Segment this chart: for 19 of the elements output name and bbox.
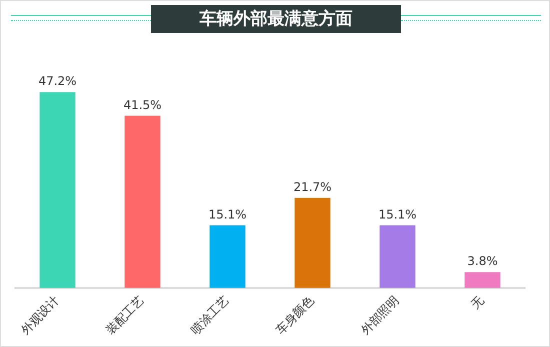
bar — [124, 116, 160, 288]
x-tick-label: 外观设计 — [18, 293, 62, 338]
data-label: 21.7% — [293, 180, 332, 194]
bar — [380, 225, 416, 288]
x-tick-label: 外部照明 — [358, 293, 402, 338]
data-label: 15.1% — [208, 207, 247, 222]
data-label: 47.2% — [38, 74, 77, 88]
bar — [464, 272, 500, 288]
bar — [210, 225, 246, 288]
data-label: 15.1% — [378, 207, 417, 222]
x-tick-label: 车身颜色 — [272, 293, 317, 338]
x-tick-label: 装配工艺 — [102, 293, 147, 338]
data-label: 41.5% — [123, 98, 162, 112]
bar — [40, 92, 76, 288]
bar — [294, 198, 330, 288]
data-label: 3.8% — [467, 254, 498, 268]
chart-title: 车辆外部最满意方面 — [151, 5, 401, 33]
x-tick-label: 无 — [468, 293, 487, 312]
x-tick-label: 喷涂工艺 — [188, 293, 232, 338]
